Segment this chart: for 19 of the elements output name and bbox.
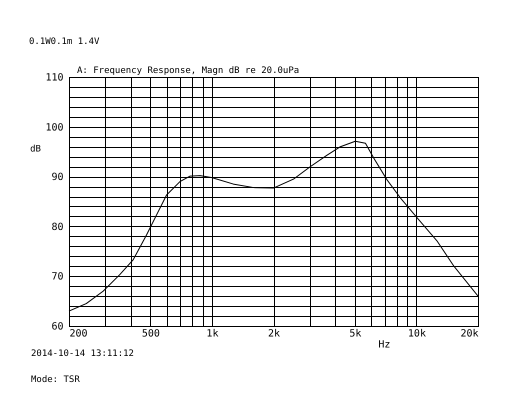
y-tick-label: 100 [45, 122, 64, 134]
y-tick-label: 80 [51, 222, 64, 233]
text: 2014-10-14 13:11:12 [31, 349, 134, 359]
chart-title: A: Frequency Response, Magn dB re 20.0uPa [77, 66, 300, 76]
y-tick-label: 90 [51, 172, 64, 184]
y-tick-label: 60 [51, 322, 64, 332]
x-tick-label: 2k [268, 328, 280, 340]
chart-subtitle: 0.1W0.1m 1.4V [29, 37, 100, 47]
x-tick-label: 5k [349, 328, 362, 340]
x-tick-label: 20k [460, 328, 478, 340]
x-tick-label: 500 [142, 328, 160, 340]
x-tick-label: 200 [70, 328, 88, 340]
x-tick-label: 10k [408, 328, 426, 340]
y-tick-label: 70 [51, 272, 64, 283]
x-axis-title: Hz [378, 340, 390, 350]
text: Mode: TSR [31, 375, 80, 385]
x-tick-label: 1k [206, 328, 218, 340]
y-tick-label: 110 [45, 72, 64, 84]
y-axis-title: dB [30, 144, 41, 154]
